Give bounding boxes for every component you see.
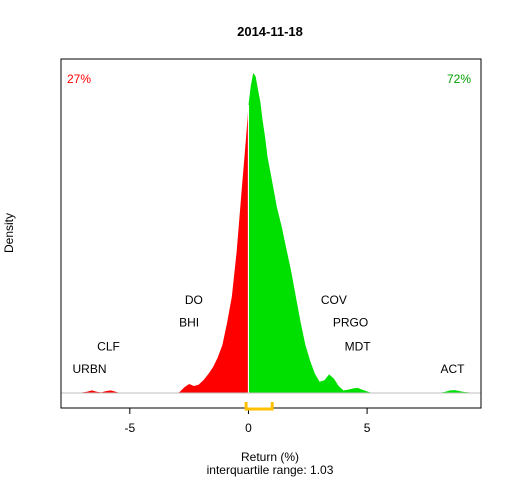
ticker-label: DO [185,293,203,307]
iqr-bracket [244,402,274,411]
x-tick-label: 5 [364,421,371,435]
ticker-label: BHI [179,316,199,330]
y-axis-label: Density [2,213,16,253]
ticker-label: URBN [72,362,106,376]
ticker-label: COV [321,293,347,307]
x-tick-label: -5 [124,421,135,435]
negative-share-label: 27% [67,72,91,86]
ticker-label: PRGO [333,316,368,330]
x-axis-label: Return (%) [241,450,299,464]
positive-density-area [248,73,477,393]
ticker-label: ACT [441,362,466,376]
ticker-annotations: URBN CLF DO BHI COV PRGO MDT ACT [72,293,465,376]
negative-density-area [77,105,249,393]
x-tick-label: 0 [245,421,252,435]
ticker-label: MDT [345,340,372,354]
positive-share-label: 72% [447,72,471,86]
iqr-subtitle: interquartile range: 1.03 [207,463,334,477]
iqr-bracket-path [244,402,274,411]
ticker-label: CLF [97,340,120,354]
chart-title: 2014-11-18 [237,24,303,39]
x-axis: -5 0 5 [124,408,371,435]
density-areas [61,73,481,394]
